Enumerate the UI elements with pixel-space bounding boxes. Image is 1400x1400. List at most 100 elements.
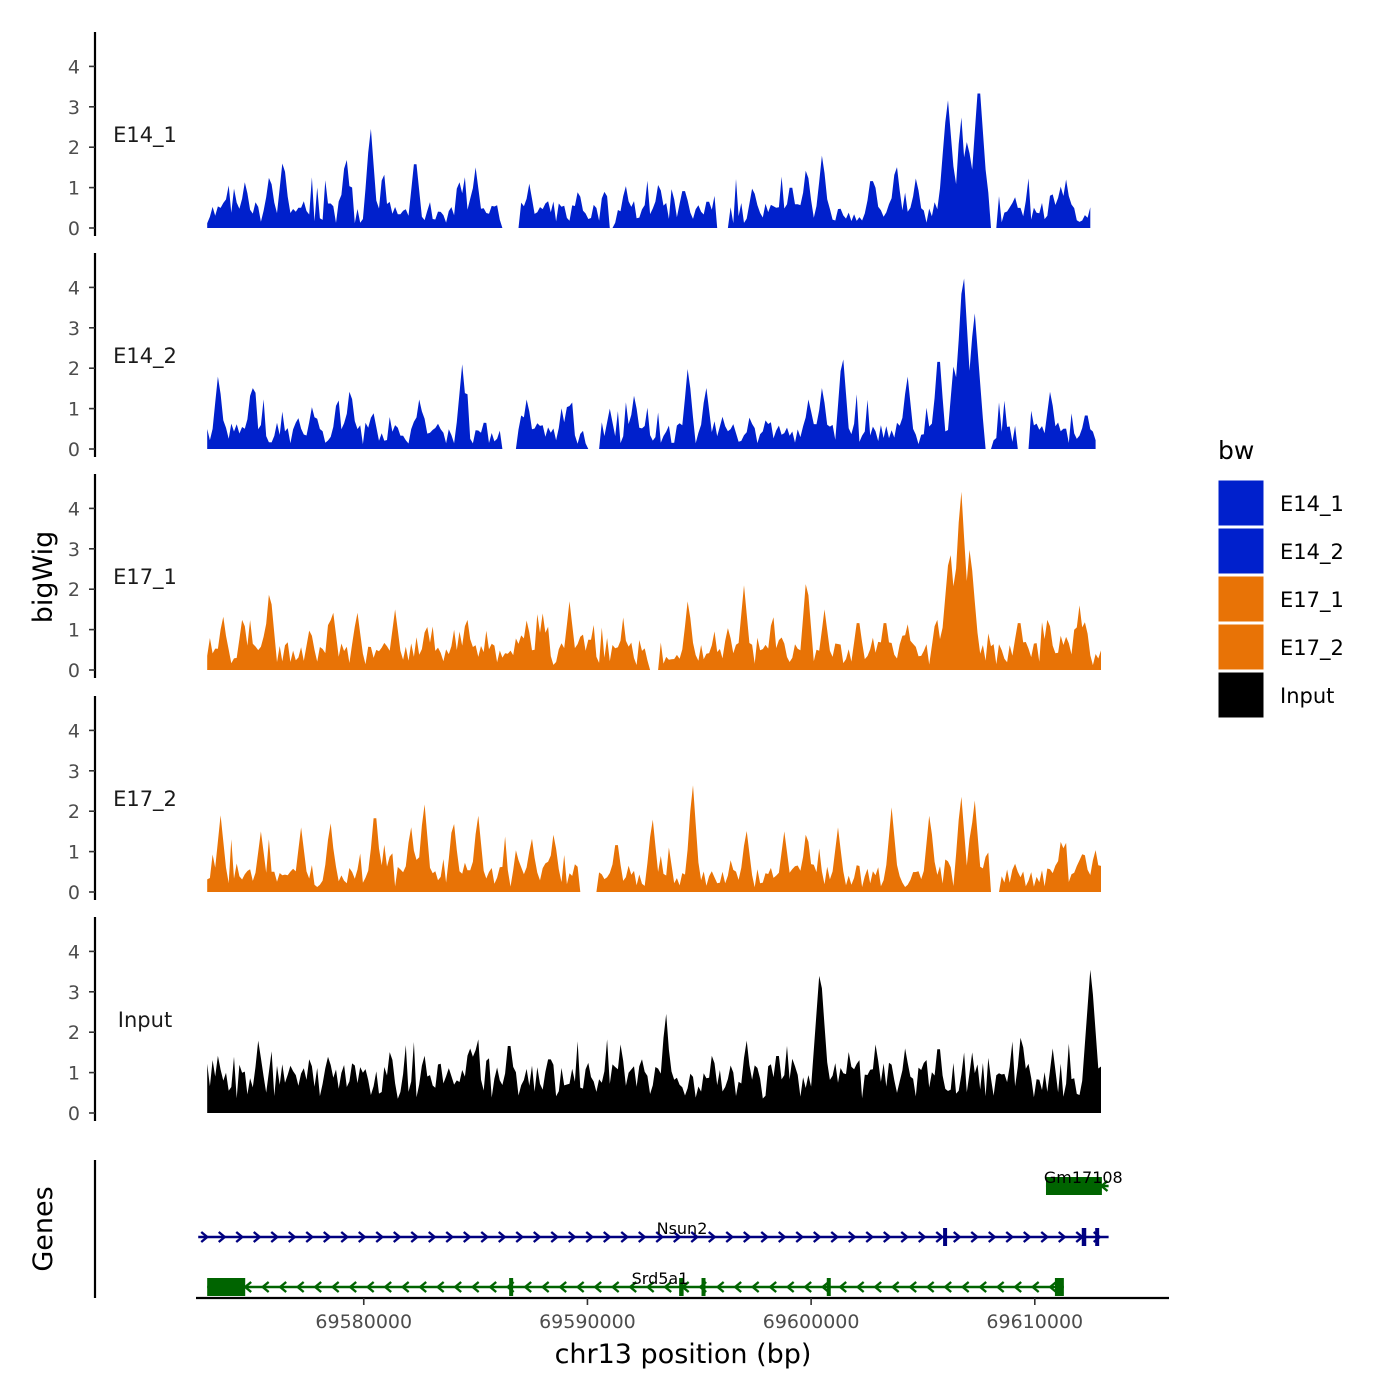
strand-arrow: [812, 1231, 822, 1243]
x-axis-title: chr13 position (bp): [555, 1339, 812, 1370]
gene-track: Gm17108 Nsun2 Srd5a1: [93, 1160, 1123, 1298]
strand-arrow: [462, 1231, 472, 1243]
strand-arrow: [392, 1231, 402, 1243]
x-tick-label: 69580000: [315, 1311, 412, 1333]
strand-arrow: [1057, 1231, 1067, 1243]
strand-arrow: [777, 1231, 787, 1243]
legend-label: E14_2: [1280, 540, 1344, 565]
strand-arrow: [1040, 1231, 1050, 1243]
gene-label: Srd5a1: [632, 1269, 689, 1288]
strand-arrow: [925, 1281, 935, 1293]
legend-swatch: [1217, 527, 1265, 575]
legend-label: Input: [1280, 684, 1334, 708]
strand-arrow: [480, 1231, 490, 1243]
strand-arrow: [497, 1231, 507, 1243]
y-tick-label: 3: [68, 761, 80, 783]
strand-arrow: [322, 1231, 332, 1243]
gene-Nsun2: Nsun2: [198, 1219, 1109, 1246]
strand-arrow: [960, 1281, 970, 1293]
y-tick-label: 0: [68, 218, 80, 240]
strand-arrow: [830, 1231, 840, 1243]
exon: [943, 1228, 948, 1246]
strand-arrow: [575, 1281, 585, 1293]
strand-arrow: [1022, 1231, 1032, 1243]
gene-label: Nsun2: [657, 1219, 708, 1238]
strand-arrow: [995, 1281, 1005, 1293]
strand-arrow: [742, 1231, 752, 1243]
strand-arrow: [707, 1231, 717, 1243]
signal-area-Input: [207, 969, 1101, 1113]
legend-swatch: [1217, 479, 1265, 527]
strand-arrow: [418, 1281, 427, 1293]
strand-arrow: [908, 1281, 917, 1293]
signal-area-E14_2: [207, 278, 1096, 449]
y-tick-label: 4: [68, 941, 80, 963]
strand-arrow: [515, 1231, 525, 1243]
x-tick-label: 69610000: [986, 1311, 1083, 1333]
strand-arrow: [532, 1231, 542, 1243]
gene-Srd5a1: Srd5a1: [207, 1269, 1064, 1296]
strand-arrow: [488, 1281, 497, 1293]
panel-label: E17_2: [113, 787, 177, 812]
strand-arrow: [313, 1281, 322, 1293]
legend-swatch: [1217, 575, 1265, 623]
legend-entry-E14_2: E14_2: [1217, 527, 1344, 575]
panel-label: E14_2: [113, 344, 177, 369]
legend-label: E17_2: [1280, 636, 1344, 661]
panel-E17_2: 0 1 2 3 4 E17_2: [68, 696, 1101, 904]
strand-arrow: [550, 1231, 560, 1243]
y-tick-label: 0: [68, 882, 80, 904]
strand-arrow: [725, 1231, 735, 1243]
exon: [826, 1278, 831, 1296]
strand-arrow: [217, 1231, 227, 1243]
y-tick-label: 0: [68, 439, 80, 461]
y-tick-label: 2: [68, 137, 80, 159]
strand-arrow: [278, 1281, 287, 1293]
strand-arrow: [348, 1281, 357, 1293]
strand-arrow: [768, 1281, 777, 1293]
exon: [207, 1278, 246, 1296]
strand-arrow: [943, 1281, 952, 1293]
y-tick-label: 1: [68, 620, 80, 642]
strand-arrow: [873, 1281, 882, 1293]
y-tick-label: 1: [68, 178, 80, 200]
y-tick-label: 0: [68, 660, 80, 682]
signal-area-E17_1: [207, 491, 1101, 670]
strand-arrow: [645, 1281, 655, 1293]
strand-arrow: [365, 1281, 375, 1293]
legend-swatch: [1217, 671, 1265, 719]
strand-arrow: [602, 1231, 612, 1243]
strand-arrow: [270, 1231, 280, 1243]
strand-arrow: [917, 1231, 927, 1243]
y-tick-label: 2: [68, 579, 80, 601]
strand-arrow: [1030, 1281, 1040, 1293]
strand-arrow: [970, 1231, 980, 1243]
panel-Input: 0 1 2 3 4 Input: [68, 917, 1101, 1125]
strand-arrow: [1048, 1281, 1057, 1293]
legend-entry-E17_1: E17_1: [1217, 575, 1344, 623]
strand-arrow: [340, 1231, 350, 1243]
panel-E17_1: 0 1 2 3 4 E17_1: [68, 474, 1101, 682]
y-tick-label: 4: [68, 498, 80, 520]
panel-label: E14_1: [113, 123, 177, 148]
strand-arrow: [305, 1231, 315, 1243]
y-tick-label: 2: [68, 801, 80, 823]
panel-E14_2: 0 1 2 3 4 E14_2: [68, 253, 1096, 461]
strand-arrow: [882, 1231, 892, 1243]
y-tick-label: 3: [68, 982, 80, 1004]
exon: [1095, 1228, 1100, 1246]
strand-arrow: [200, 1231, 210, 1243]
y-tick-label: 2: [68, 358, 80, 380]
x-tick-label: 69600000: [763, 1311, 860, 1333]
strand-arrow: [540, 1281, 550, 1293]
legend: bw E14_1 E14_2 E17_1 E17_2 Input: [1217, 436, 1344, 719]
exon: [1081, 1228, 1087, 1246]
legend-label: E14_1: [1280, 492, 1344, 517]
strand-arrow: [287, 1231, 297, 1243]
y-axis-title: bigWig: [28, 531, 59, 624]
strand-arrow: [987, 1231, 997, 1243]
strand-arrow: [935, 1231, 945, 1243]
y-tick-label: 1: [68, 399, 80, 421]
strand-arrow: [470, 1281, 480, 1293]
legend-entry-Input: Input: [1217, 671, 1334, 719]
